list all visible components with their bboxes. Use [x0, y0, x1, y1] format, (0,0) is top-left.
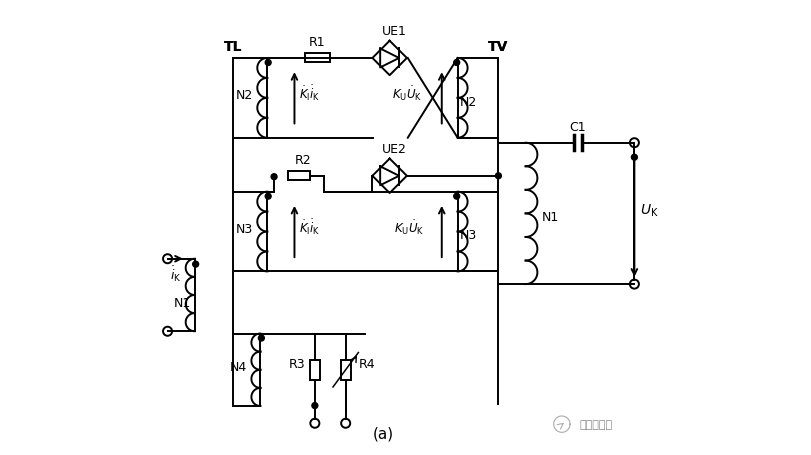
Circle shape: [630, 139, 639, 148]
Circle shape: [632, 155, 637, 161]
Circle shape: [341, 419, 350, 428]
Text: R1: R1: [309, 36, 325, 49]
Text: $U_{\rm K}$: $U_{\rm K}$: [640, 202, 659, 218]
Circle shape: [630, 280, 639, 289]
Text: C1: C1: [569, 121, 586, 134]
Circle shape: [265, 61, 271, 66]
Text: R2: R2: [294, 154, 311, 167]
Text: UE1: UE1: [382, 25, 406, 38]
Text: $\dot{K}_{\rm I}\dot{i}_{\rm K}$: $\dot{K}_{\rm I}\dot{i}_{\rm K}$: [299, 83, 320, 103]
Circle shape: [163, 327, 172, 336]
Circle shape: [454, 194, 460, 200]
Bar: [341, 360, 350, 380]
Text: R3: R3: [288, 358, 305, 371]
Circle shape: [454, 61, 460, 66]
Text: (a): (a): [372, 426, 393, 441]
Text: N2: N2: [460, 96, 477, 108]
Circle shape: [311, 419, 320, 428]
Text: N1: N1: [542, 211, 559, 224]
Bar: [310, 360, 320, 380]
Text: 输配电世界: 输配电世界: [580, 419, 613, 429]
Text: N3: N3: [235, 222, 253, 235]
Text: TL: TL: [224, 40, 242, 53]
Circle shape: [271, 174, 277, 180]
Circle shape: [193, 262, 199, 268]
Bar: [305, 54, 329, 63]
Circle shape: [163, 255, 172, 264]
Text: N1: N1: [174, 297, 191, 310]
Circle shape: [265, 194, 271, 200]
Text: UE2: UE2: [382, 143, 406, 156]
Text: N4: N4: [230, 360, 247, 373]
Text: N2: N2: [235, 89, 253, 101]
Text: N3: N3: [460, 229, 477, 242]
Text: R4: R4: [358, 358, 375, 371]
Text: $K_{\rm U}\dot{U}_{\rm K}$: $K_{\rm U}\dot{U}_{\rm K}$: [392, 84, 423, 103]
Circle shape: [259, 335, 264, 341]
Text: TV: TV: [488, 40, 508, 53]
Text: $\dot{K}_{\rm I}\dot{i}_{\rm K}$: $\dot{K}_{\rm I}\dot{i}_{\rm K}$: [299, 217, 320, 236]
Text: TV: TV: [488, 40, 508, 53]
Circle shape: [312, 403, 318, 409]
Text: TL: TL: [224, 40, 242, 53]
Bar: [288, 172, 311, 181]
Text: $\dot{i}_{\rm K}$: $\dot{i}_{\rm K}$: [169, 264, 182, 283]
Text: $K_{\rm U}\dot{U}_{\rm K}$: $K_{\rm U}\dot{U}_{\rm K}$: [394, 217, 424, 236]
Circle shape: [496, 173, 501, 179]
